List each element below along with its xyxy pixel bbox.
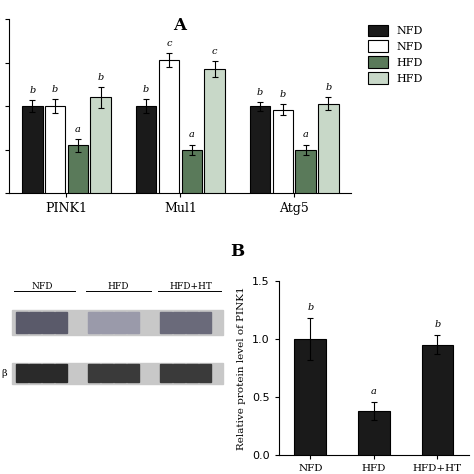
Text: b: b	[280, 90, 286, 99]
Text: b: b	[325, 83, 332, 92]
Bar	[186, 312, 198, 333]
Bar	[199, 312, 211, 333]
Bar	[173, 312, 185, 333]
Bar	[88, 312, 100, 333]
Bar	[12, 310, 223, 335]
Text: b: b	[257, 88, 263, 97]
Bar	[22, 106, 43, 193]
Y-axis label: Relative protein level of PINK1: Relative protein level of PINK1	[237, 286, 246, 450]
Bar	[318, 103, 339, 193]
Bar	[16, 312, 28, 333]
Bar	[182, 150, 202, 193]
Bar	[68, 146, 88, 193]
Bar	[127, 312, 139, 333]
Bar	[55, 365, 67, 382]
Bar	[42, 365, 54, 382]
Text: c: c	[166, 39, 172, 48]
Bar	[273, 109, 293, 193]
Bar	[294, 339, 326, 455]
Bar	[101, 312, 113, 333]
Text: b: b	[98, 73, 104, 82]
Bar	[16, 365, 28, 382]
Bar	[136, 106, 156, 193]
Bar	[55, 312, 67, 333]
Text: b: b	[143, 85, 149, 94]
Text: b: b	[52, 85, 58, 94]
Text: a: a	[371, 387, 377, 396]
Bar	[186, 365, 198, 382]
Text: β: β	[2, 369, 7, 378]
Text: HFD+HT: HFD+HT	[169, 283, 212, 292]
Text: a: a	[75, 125, 81, 134]
Text: NFD: NFD	[31, 283, 53, 292]
Bar	[127, 365, 139, 382]
Bar	[160, 312, 172, 333]
Bar	[29, 312, 41, 333]
Bar	[421, 345, 453, 455]
Text: b: b	[29, 86, 36, 95]
Bar	[91, 98, 111, 193]
Text: a: a	[189, 130, 195, 139]
Text: c: c	[212, 46, 217, 55]
Bar	[159, 60, 179, 193]
Bar	[358, 411, 390, 455]
Bar	[114, 312, 126, 333]
Bar	[45, 106, 65, 193]
Bar	[199, 365, 211, 382]
Bar	[29, 365, 41, 382]
Text: B: B	[230, 243, 244, 260]
Bar	[101, 365, 113, 382]
Text: b: b	[307, 303, 313, 312]
Text: A: A	[173, 17, 187, 34]
Bar	[295, 150, 316, 193]
Bar	[88, 365, 100, 382]
Text: b: b	[434, 320, 441, 329]
Bar	[250, 106, 270, 193]
Bar	[114, 365, 126, 382]
Bar	[42, 312, 54, 333]
Bar	[173, 365, 185, 382]
Bar	[160, 365, 172, 382]
Text: a: a	[303, 130, 309, 139]
Bar	[12, 363, 223, 383]
Legend: NFD, NFD, HFD, HFD: NFD, NFD, HFD, HFD	[368, 25, 423, 83]
Bar	[204, 69, 225, 193]
Text: HFD: HFD	[108, 283, 129, 292]
